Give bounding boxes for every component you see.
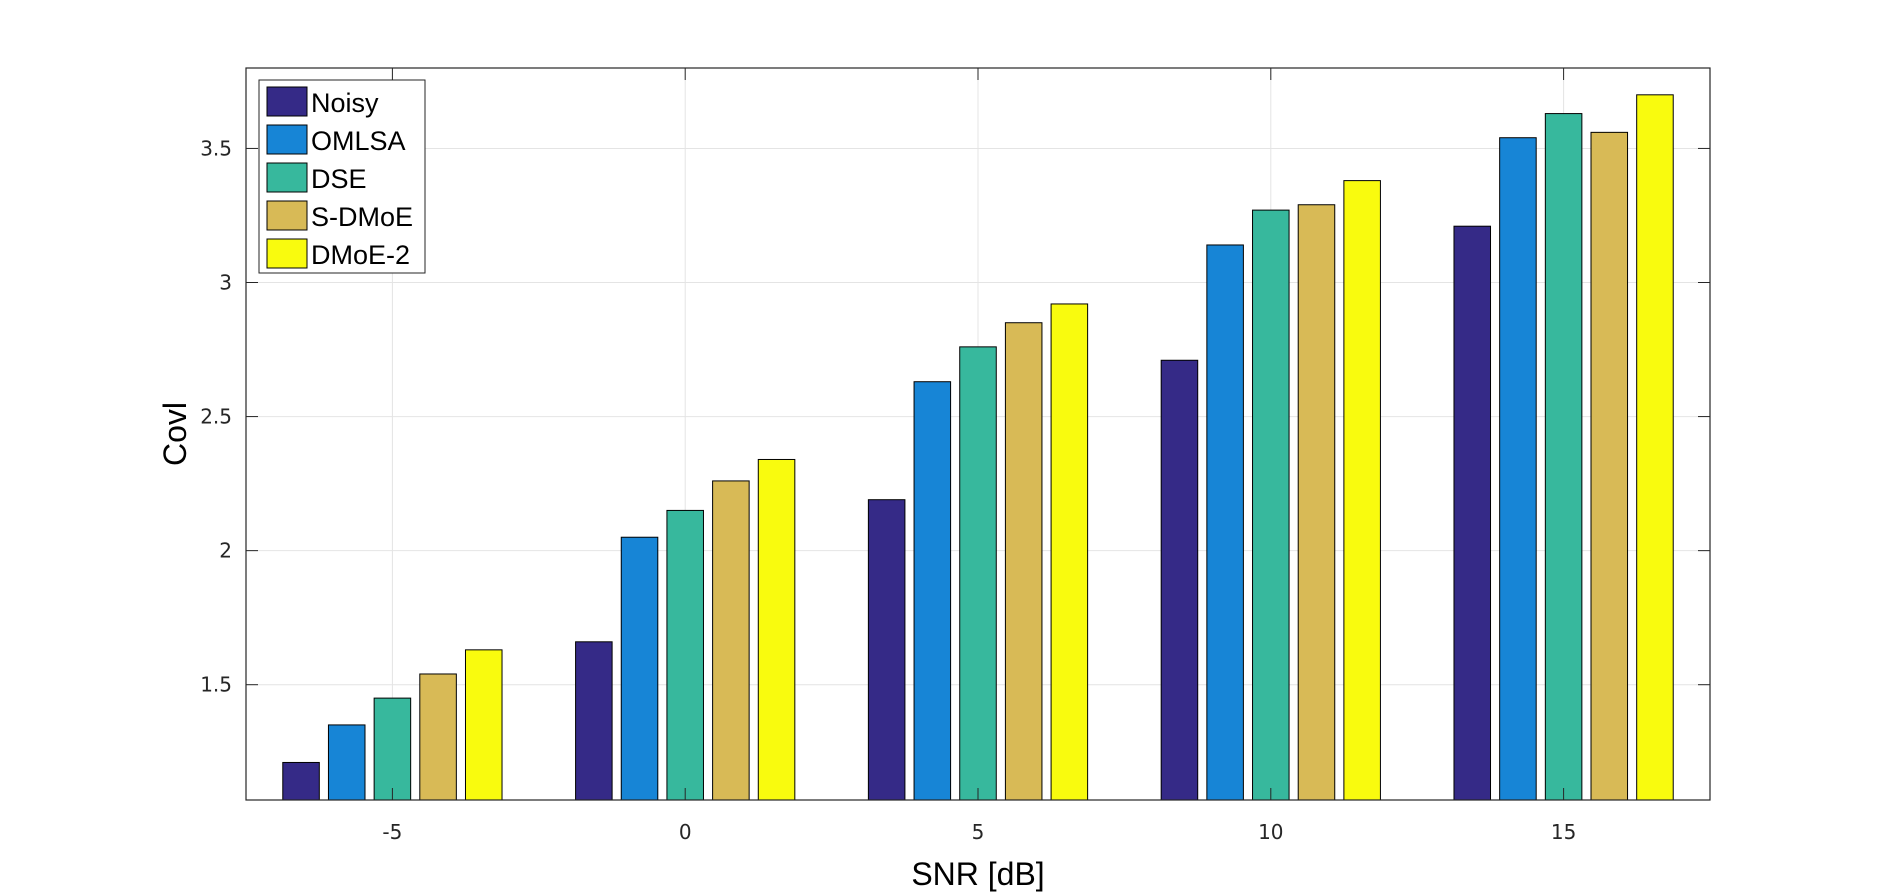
- bar-dmoe-2-2: [1050, 303, 1089, 801]
- legend-swatch: [266, 238, 308, 269]
- bar-dmoe-2-0: [464, 649, 503, 801]
- legend-label: DMoE-2: [311, 240, 410, 270]
- legend-label: Noisy: [311, 88, 379, 118]
- bar-omlsa-3: [1206, 244, 1244, 801]
- bar-s-dmoe-2: [1004, 322, 1043, 801]
- y-axis-label: Covl: [157, 402, 193, 466]
- bar-s-dmoe-4: [1590, 131, 1629, 801]
- bar-omlsa-2: [913, 381, 952, 801]
- legend-swatch: [266, 200, 308, 231]
- bar-noisy-4: [1453, 225, 1492, 801]
- bar-dse-3: [1252, 209, 1290, 801]
- bar-dse-4: [1544, 113, 1583, 801]
- bar-noisy-0: [282, 761, 320, 801]
- bar-s-dmoe-0: [419, 673, 457, 801]
- x-tick-label: 5: [972, 820, 985, 844]
- bar-noisy-3: [1160, 359, 1199, 801]
- bar-dmoe-2-4: [1636, 94, 1674, 801]
- axis-ticks: [246, 68, 1710, 800]
- legend-label: OMLSA: [311, 126, 406, 156]
- bar-dse-1: [666, 509, 704, 801]
- y-tick-label: 3.5: [200, 136, 232, 160]
- bar-dmoe-2-3: [1343, 180, 1381, 801]
- bar-noisy-2: [867, 499, 906, 801]
- bar-dse-2: [959, 346, 997, 801]
- bar-noisy-1: [575, 641, 613, 801]
- x-axis-label: SNR [dB]: [911, 856, 1044, 892]
- y-tick-label: 2: [219, 539, 232, 563]
- bar-dse-0: [373, 697, 412, 801]
- legend-swatch: [266, 162, 308, 193]
- x-tick-label: -5: [382, 820, 402, 844]
- bar-s-dmoe-1: [712, 480, 750, 801]
- bars: [282, 94, 1674, 801]
- x-tick-label: 15: [1551, 820, 1576, 844]
- bar-dmoe-2-1: [757, 458, 796, 801]
- x-tick-label: 10: [1258, 820, 1283, 844]
- legend-label: S-DMoE: [311, 202, 413, 232]
- bar-omlsa-1: [620, 536, 659, 801]
- bar-omlsa-0: [327, 724, 366, 801]
- legend-swatch: [266, 86, 308, 117]
- bar-omlsa-4: [1499, 137, 1537, 801]
- legend: Noisy OMLSA DSE S-DMoE DMoE-2: [258, 79, 426, 274]
- x-tick-labels: -5 0 5 10 15: [382, 820, 1576, 844]
- legend-label: DSE: [311, 164, 367, 194]
- y-tick-label: 2.5: [200, 405, 232, 429]
- y-tick-label: 1.5: [200, 673, 232, 697]
- legend-swatch: [266, 124, 308, 155]
- x-tick-label: 0: [679, 820, 692, 844]
- y-tick-label: 3: [219, 271, 232, 295]
- bar-s-dmoe-3: [1297, 204, 1336, 801]
- y-tick-labels: 1.5 2 2.5 3 3.5: [200, 136, 232, 696]
